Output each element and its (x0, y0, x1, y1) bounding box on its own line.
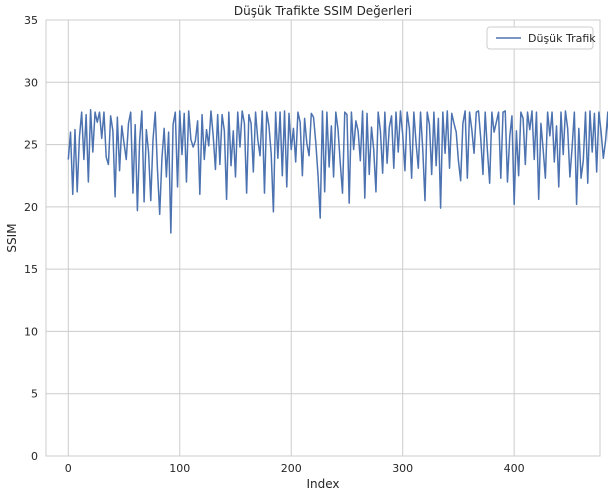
y-tick-label: 35 (24, 14, 38, 27)
y-tick-label: 15 (24, 263, 38, 276)
y-tick-label: 5 (31, 388, 38, 401)
y-tick-label: 20 (24, 201, 38, 214)
y-tick-label: 10 (24, 325, 38, 338)
legend-label: Düşük Trafik (528, 32, 596, 45)
series-line-dusuk-trafik (67, 108, 608, 234)
y-tick-label: 25 (24, 139, 38, 152)
y-tick-label: 30 (24, 76, 38, 89)
legend: Düşük Trafik (486, 26, 596, 50)
y-axis-label: SSIM (5, 223, 19, 252)
x-tick-label: 0 (65, 462, 72, 475)
x-tick-label: 300 (392, 462, 413, 475)
x-tick-label: 400 (504, 462, 525, 475)
plot-frame (45, 19, 601, 457)
chart-title: Düşük Trafikte SSIM Değerleri (234, 4, 412, 18)
x-tick-label: 100 (169, 462, 190, 475)
x-axis-ticks: 0 100 200 300 400 (65, 462, 525, 475)
x-axis-label: Index (306, 477, 339, 491)
legend-box (486, 26, 594, 50)
y-tick-label: 0 (31, 450, 38, 463)
x-tick-label: 200 (281, 462, 302, 475)
y-axis-ticks: 0 5 10 15 20 25 30 35 (24, 14, 38, 463)
